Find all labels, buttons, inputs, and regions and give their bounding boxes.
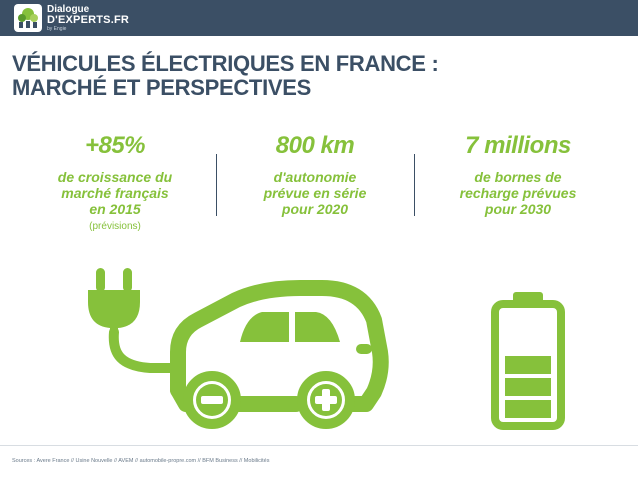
battery-icon	[491, 292, 565, 430]
stat-growth-description: de croissance du marché français en 2015	[30, 169, 200, 217]
stat-charging: 7 millions de bornes de recharge prévues…	[428, 132, 608, 218]
stat-charging-desc-line: de bornes de	[474, 169, 562, 185]
logo-line-2: D'EXPERTS.FR	[47, 13, 130, 26]
cable	[108, 327, 183, 373]
page-title-line-2: MARCHÉ ET PERSPECTIVES	[12, 75, 312, 100]
stat-growth-note: (prévisions)	[89, 221, 141, 232]
logo-text: Dialogue D'EXPERTS.FR by Engie	[47, 3, 130, 32]
battery-cell	[505, 400, 551, 418]
plus-icon	[297, 371, 355, 429]
stat-autonomy-desc-line: pour 2020	[281, 201, 349, 217]
stat-charging-desc-line: pour 2030	[484, 201, 552, 217]
stat-autonomy-description: d'autonomie prévue en série pour 2020	[230, 169, 400, 217]
divider	[216, 154, 217, 216]
stat-growth-desc-line: marché français	[61, 185, 169, 201]
logo[interactable]: Dialogue D'EXPERTS.FR by Engie	[14, 2, 129, 34]
battery-cell	[505, 356, 551, 374]
stat-growth-desc-line: de croissance du	[57, 169, 173, 185]
page-title-line-1: VÉHICULES ÉLECTRIQUES EN FRANCE :	[12, 51, 439, 76]
stat-growth-desc-line: en 2015	[89, 201, 141, 217]
page-title: VÉHICULES ÉLECTRIQUES EN FRANCE : MARCHÉ…	[12, 52, 632, 100]
logo-icon	[14, 4, 42, 32]
divider	[414, 154, 415, 216]
stat-charging-value: 7 millions	[465, 132, 571, 159]
stat-autonomy-desc-line: prévue en série	[263, 185, 367, 201]
footer-divider	[0, 445, 638, 446]
sources-text: Sources : Avere France // Usine Nouvelle…	[12, 458, 270, 464]
header-bar: Dialogue D'EXPERTS.FR by Engie	[0, 0, 638, 36]
stat-charging-desc-line: recharge prévues	[459, 185, 577, 201]
stat-autonomy-desc-line: d'autonomie	[273, 169, 357, 185]
stat-autonomy: 800 km d'autonomie prévue en série pour …	[230, 132, 400, 218]
electric-car-icon	[170, 280, 389, 412]
logo-line-3: by Engie	[47, 25, 67, 32]
plug-icon	[88, 268, 140, 334]
battery-cell	[505, 378, 551, 396]
stat-growth-value: +85%	[84, 132, 146, 159]
stat-autonomy-value: 800 km	[275, 132, 355, 159]
logo-line-1: Dialogue	[47, 3, 90, 15]
stat-growth: +85% de croissance du marché français en…	[30, 132, 200, 233]
stat-charging-description: de bornes de recharge prévues pour 2030	[428, 169, 608, 217]
minus-icon	[183, 371, 241, 429]
battery-charge	[505, 356, 551, 418]
